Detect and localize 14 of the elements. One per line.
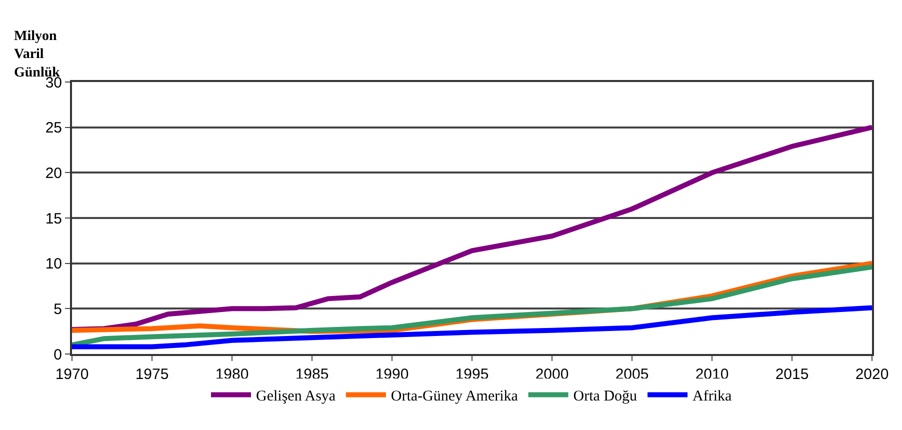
- y-tick-label: 10: [45, 256, 62, 273]
- x-tick-label: 2015: [775, 366, 809, 383]
- x-tick-label: 1975: [135, 366, 169, 383]
- legend-label: Orta-Güney Amerika: [390, 388, 518, 405]
- legend-label: Afrika: [692, 388, 732, 405]
- y-tick-label: 5: [54, 300, 62, 318]
- y-tick-label: 0: [54, 346, 62, 364]
- y-tick-label: 15: [45, 210, 62, 228]
- x-tick-label: 1970: [55, 366, 89, 383]
- x-tick-label: 2020: [855, 366, 889, 383]
- y-tick-label: 25: [45, 120, 62, 137]
- legend-label: Orta Doğu: [573, 388, 638, 405]
- y-tick-label: 20: [45, 164, 62, 182]
- legend-label: Gelişen Asya: [256, 388, 336, 405]
